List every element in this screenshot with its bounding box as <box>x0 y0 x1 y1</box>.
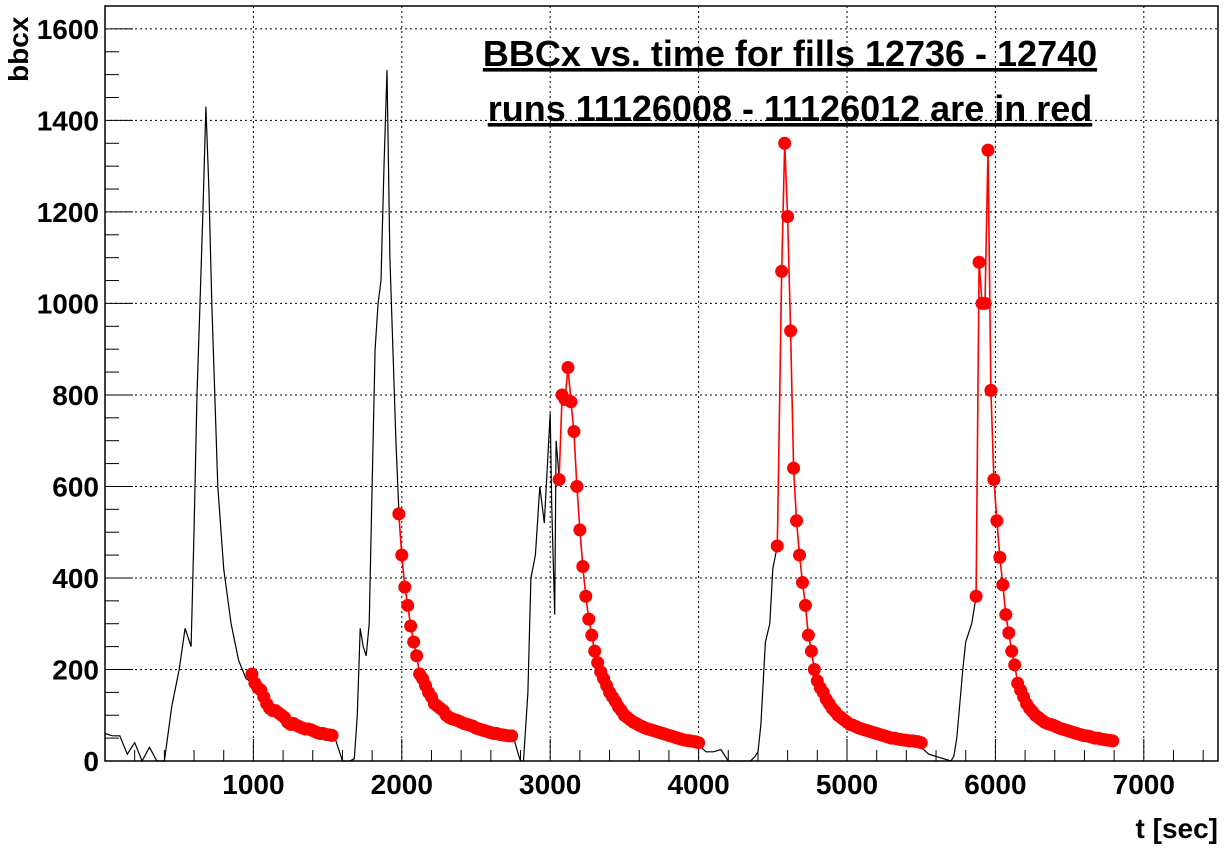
data-point <box>567 425 581 439</box>
series-layer <box>104 70 1120 763</box>
series-line <box>776 143 922 744</box>
data-point <box>993 550 1007 564</box>
tick-labels: 0 200 400 600 800 1000 1200 1400 1600 1000 2000 300… <box>37 14 1175 800</box>
data-point <box>807 662 821 676</box>
data-point <box>978 296 992 310</box>
data-point <box>398 580 412 594</box>
data-point <box>1002 626 1016 640</box>
axes <box>104 5 1219 762</box>
data-point <box>990 514 1004 528</box>
y-tick-label: 1200 <box>37 197 99 228</box>
data-point <box>981 143 995 157</box>
data-point <box>692 736 706 750</box>
x-tick-label: 4000 <box>667 769 729 800</box>
data-point <box>561 360 575 374</box>
data-point <box>552 473 566 487</box>
x-tick-label: 2000 <box>371 769 433 800</box>
series-line <box>512 413 560 762</box>
data-point <box>793 548 807 562</box>
data-point <box>1106 734 1120 748</box>
data-point <box>787 461 801 475</box>
data-point <box>781 209 795 223</box>
data-point <box>404 619 418 633</box>
data-point <box>505 729 519 743</box>
y-axis-title: bbcx <box>3 16 34 82</box>
data-point <box>775 264 789 278</box>
y-tick-label: 200 <box>52 654 99 685</box>
x-tick-label: 7000 <box>1113 769 1175 800</box>
x-axis-title: t [sec] <box>1136 813 1218 844</box>
data-point <box>407 635 421 649</box>
series-line <box>334 70 400 762</box>
data-point <box>579 589 593 603</box>
data-point <box>770 539 784 553</box>
data-point <box>564 395 578 409</box>
data-point <box>987 473 1001 487</box>
data-point <box>582 612 596 626</box>
chart-subtitle: runs 11126008 - 11126012 are in red <box>488 88 1092 129</box>
data-point <box>576 560 590 574</box>
data-point <box>325 728 339 742</box>
data-point <box>573 523 587 537</box>
x-tick-label: 1000 <box>222 769 284 800</box>
data-point <box>984 383 998 397</box>
data-point <box>570 479 584 493</box>
series-line <box>104 106 254 763</box>
data-point <box>972 255 986 269</box>
chart-title: BBCx vs. time for fills 12736 - 12740 <box>483 33 1097 74</box>
data-point <box>401 598 415 612</box>
y-tick-label: 0 <box>83 746 99 777</box>
data-point <box>585 628 599 642</box>
data-point <box>969 589 983 603</box>
data-point <box>999 608 1013 622</box>
series-line <box>975 150 1113 742</box>
data-point <box>395 548 409 562</box>
data-point <box>798 598 812 612</box>
data-point <box>778 136 792 150</box>
data-point <box>795 576 809 590</box>
data-point <box>804 644 818 658</box>
data-point <box>1008 658 1022 672</box>
series-line <box>920 596 977 762</box>
series-line <box>558 367 699 744</box>
data-point <box>914 736 928 750</box>
grid-lines <box>105 6 1218 762</box>
y-tick-label: 1400 <box>37 105 99 136</box>
y-tick-label: 400 <box>52 563 99 594</box>
data-point <box>410 649 424 663</box>
data-point <box>1005 644 1019 658</box>
y-tick-label: 1600 <box>37 14 99 45</box>
data-point <box>801 628 815 642</box>
data-point <box>392 507 406 521</box>
x-tick-label: 5000 <box>816 769 878 800</box>
data-point <box>784 324 798 338</box>
data-point <box>588 644 602 658</box>
data-point <box>790 514 804 528</box>
data-point <box>996 578 1010 592</box>
series-line <box>691 545 778 762</box>
x-tick-label: 6000 <box>964 769 1026 800</box>
y-tick-label: 600 <box>52 471 99 502</box>
y-tick-label: 800 <box>52 380 99 411</box>
x-tick-label: 3000 <box>519 769 581 800</box>
y-tick-label: 1000 <box>37 288 99 319</box>
plot-frame <box>104 5 1219 762</box>
